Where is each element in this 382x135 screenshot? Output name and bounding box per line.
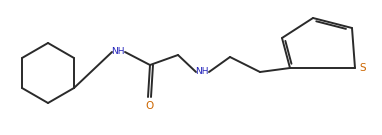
Text: O: O: [146, 101, 154, 111]
Text: NH: NH: [111, 48, 125, 57]
Text: S: S: [359, 63, 366, 73]
Text: NH: NH: [195, 68, 209, 77]
